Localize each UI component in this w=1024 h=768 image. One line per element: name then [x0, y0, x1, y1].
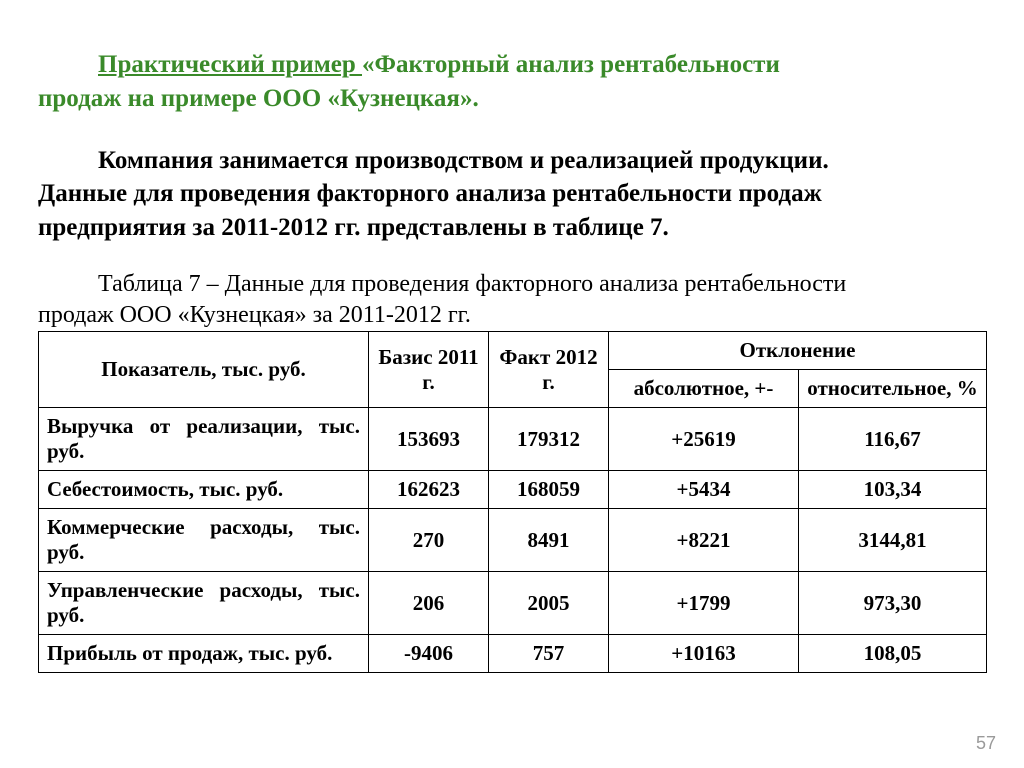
table-row: Себестоимость, тыс. руб.162623168059+543… — [39, 471, 987, 509]
cell-basis: -9406 — [369, 635, 489, 673]
cell-abs: +25619 — [609, 408, 799, 471]
cell-fact: 8491 — [489, 509, 609, 572]
table-body: Выручка от реализации, тыс. руб.15369317… — [39, 408, 987, 673]
th-deviation: Отклонение — [609, 332, 987, 370]
cell-indicator: Управленческие расходы, тыс. руб. — [39, 572, 369, 635]
table-row: Управленческие расходы, тыс. руб.2062005… — [39, 572, 987, 635]
table-head: Показатель, тыс. руб. Базис 2011 г. Факт… — [39, 332, 987, 408]
cell-basis: 270 — [369, 509, 489, 572]
cell-indicator: Прибыль от продаж, тыс. руб. — [39, 635, 369, 673]
th-abs: абсолютное, +- — [609, 370, 799, 408]
table-row: Прибыль от продаж, тыс. руб.-9406757+101… — [39, 635, 987, 673]
page-number: 57 — [976, 733, 996, 754]
heading-line-1: Практический пример «Факторный анализ ре… — [38, 48, 986, 82]
cell-rel: 103,34 — [799, 471, 987, 509]
heading-practical: Практический пример — [98, 51, 362, 78]
cell-fact: 179312 — [489, 408, 609, 471]
cell-abs: +10163 — [609, 635, 799, 673]
heading-rest-1: «Факторный анализ рентабельности — [362, 51, 780, 78]
heading-line-2: продаж на примере ООО «Кузнецкая». — [38, 82, 986, 116]
th-indicator: Показатель, тыс. руб. — [39, 332, 369, 408]
table-row: Коммерческие расходы, тыс. руб.2708491+8… — [39, 509, 987, 572]
th-rel: относительное, % — [799, 370, 987, 408]
cell-basis: 206 — [369, 572, 489, 635]
cell-abs: +1799 — [609, 572, 799, 635]
intro-line-2: Данные для проведения факторного анализа… — [38, 177, 986, 211]
cell-rel: 108,05 — [799, 635, 987, 673]
document-page: Практический пример «Факторный анализ ре… — [0, 0, 1024, 768]
data-table: Показатель, тыс. руб. Базис 2011 г. Факт… — [38, 331, 987, 673]
th-fact: Факт 2012 г. — [489, 332, 609, 408]
caption-line-2: продаж ООО «Кузнецкая» за 2011-2012 гг. — [38, 300, 986, 331]
th-basis: Базис 2011 г. — [369, 332, 489, 408]
cell-basis: 162623 — [369, 471, 489, 509]
table-caption: Таблица 7 – Данные для проведения фактор… — [38, 269, 986, 331]
intro-line-1: Компания занимается производством и реал… — [38, 144, 986, 178]
cell-indicator: Выручка от реализации, тыс. руб. — [39, 408, 369, 471]
cell-indicator: Себестоимость, тыс. руб. — [39, 471, 369, 509]
cell-abs: +5434 — [609, 471, 799, 509]
caption-line-1: Таблица 7 – Данные для проведения фактор… — [38, 269, 986, 300]
heading-block: Практический пример «Факторный анализ ре… — [38, 48, 986, 116]
cell-indicator: Коммерческие расходы, тыс. руб. — [39, 509, 369, 572]
intro-block: Компания занимается производством и реал… — [38, 144, 986, 245]
intro-line-3: предприятия за 2011-2012 гг. представлен… — [38, 211, 986, 245]
cell-abs: +8221 — [609, 509, 799, 572]
cell-fact: 2005 — [489, 572, 609, 635]
cell-rel: 3144,81 — [799, 509, 987, 572]
cell-fact: 168059 — [489, 471, 609, 509]
cell-basis: 153693 — [369, 408, 489, 471]
cell-fact: 757 — [489, 635, 609, 673]
table-row: Выручка от реализации, тыс. руб.15369317… — [39, 408, 987, 471]
cell-rel: 973,30 — [799, 572, 987, 635]
cell-rel: 116,67 — [799, 408, 987, 471]
table-header-row-1: Показатель, тыс. руб. Базис 2011 г. Факт… — [39, 332, 987, 370]
